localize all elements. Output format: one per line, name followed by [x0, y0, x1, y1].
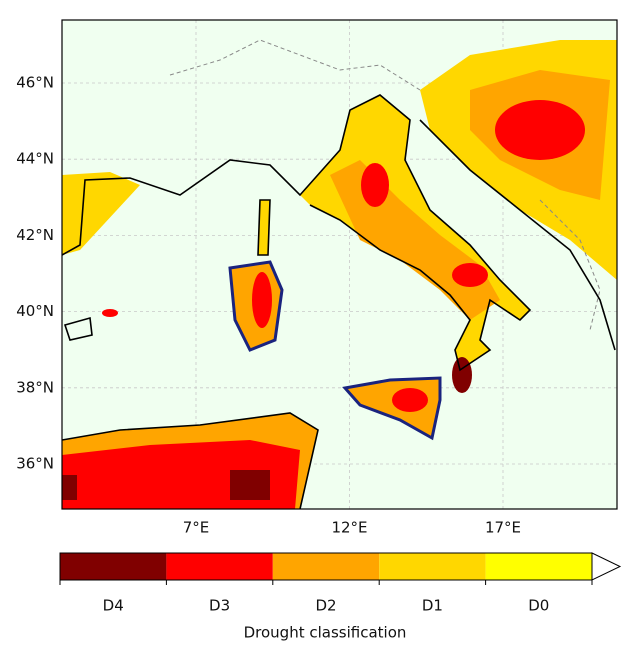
latitude-label: 38°N — [16, 378, 54, 396]
map-frame — [61, 19, 618, 510]
longitude-label: 17°E — [485, 519, 521, 537]
latitude-label: 42°N — [16, 226, 54, 244]
colorbar-outline — [59, 552, 593, 581]
colorbar-segment — [485, 553, 592, 580]
colorbar-segment — [166, 553, 273, 580]
colorbar-segment — [272, 553, 380, 580]
colorbar-segment — [379, 553, 486, 580]
longitude-label: 12°E — [331, 519, 367, 537]
colorbar-label: D2 — [315, 597, 336, 615]
colorbar-title: Drought classification — [244, 624, 407, 642]
colorbar-segment — [60, 553, 167, 580]
latitude-label: 40°N — [16, 302, 54, 320]
colorbar-label: D1 — [422, 597, 443, 615]
latitude-label: 36°N — [16, 455, 54, 473]
colorbar: D4 D3 D2 D1 D0 — [59, 552, 622, 615]
colorbar-extension — [591, 552, 622, 581]
latitude-label: 44°N — [16, 150, 54, 168]
axis-labels: 46°N 44°N 42°N 40°N 38°N 36°N 7°E 12°E 17°E — [16, 74, 521, 537]
colorbar-label: D0 — [528, 597, 549, 615]
colorbar-label: D3 — [209, 597, 230, 615]
boundaries — [62, 39, 616, 509]
colorbar-label: D4 — [103, 597, 124, 615]
longitude-label: 7°E — [183, 519, 210, 537]
latitude-label: 46°N — [16, 74, 54, 92]
